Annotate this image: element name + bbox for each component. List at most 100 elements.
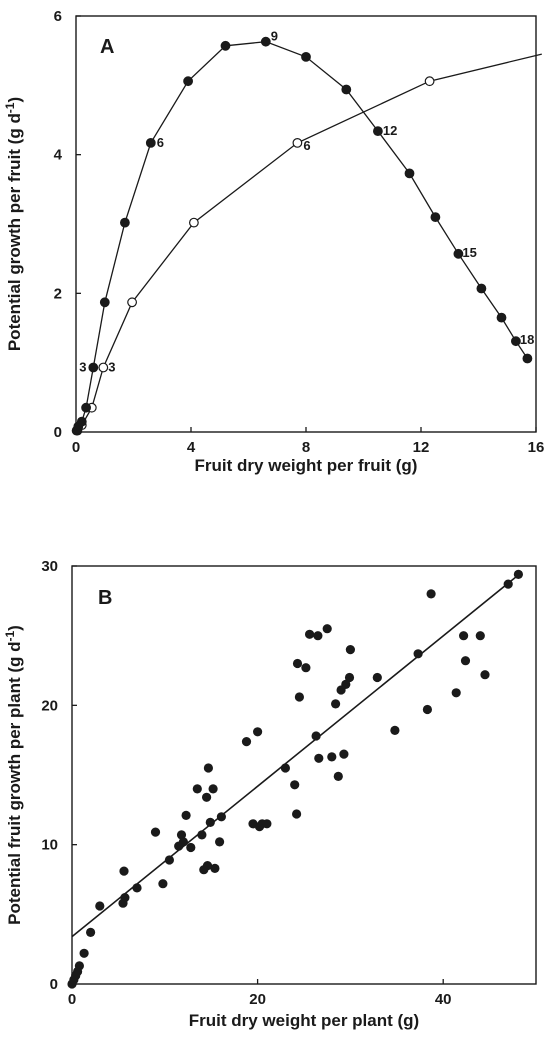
ticks-b: 0 20 40 0 10 20 30 (41, 558, 451, 1008)
y-label-text: Potential fruit growth per plant (g d (5, 642, 24, 925)
scatter-point-28 (210, 863, 220, 874)
y-label-close: ) (5, 625, 24, 631)
scatter-point-44 (311, 731, 321, 741)
scatter-point-30 (216, 812, 226, 822)
point-annotation-0: 9 (271, 29, 278, 44)
scatter-point-37 (280, 763, 290, 773)
x-tick-label-b-1: 20 (249, 991, 266, 1008)
x-tick-label-a-2: 8 (302, 439, 310, 456)
scatter-point-42 (301, 663, 311, 673)
x-tick-label-a-4: 16 (528, 439, 545, 456)
point-annotation-3: 6 (303, 138, 310, 153)
scatter-point-53 (341, 679, 351, 690)
y-tick-label-a-1: 2 (54, 285, 62, 302)
scatter-point-63 (460, 656, 471, 666)
filled-point-9 (220, 40, 231, 51)
scatter-point-16 (176, 830, 187, 840)
scatter-point-20 (192, 784, 202, 794)
scatter-point-11 (132, 883, 142, 893)
scatter-point-13 (158, 879, 168, 889)
filled-point-8 (183, 76, 194, 87)
point-annotation-7: 3 (108, 360, 115, 375)
scatter-point-33 (253, 727, 263, 737)
scatter-point-55 (345, 645, 355, 655)
x-tick-label-a-1: 4 (187, 439, 196, 456)
trend-line (71, 575, 518, 938)
point-annotation-6: 3 (79, 360, 86, 375)
y-label-close: ) (5, 97, 24, 103)
scatter-point-54 (344, 672, 355, 683)
filled-point-5 (99, 297, 110, 308)
point-annotation-5: 18 (520, 332, 534, 347)
y-label-superscript: -1 (3, 102, 17, 113)
series-line-filled (75, 41, 528, 431)
open-point-3 (98, 362, 109, 373)
y-tick-label-b-3: 30 (41, 558, 58, 575)
chart-panel-a: 0 4 8 12 16 0 2 4 6 9 6 12 6 15 18 3 3 A Fruit dry weig… (3, 8, 544, 475)
y-tick-label-b-2: 20 (41, 697, 58, 714)
scatter-point-14 (164, 855, 174, 865)
scatter-point-46 (314, 753, 324, 763)
scatter-point-38 (290, 780, 300, 790)
x-tick-label-b-0: 0 (68, 991, 76, 1008)
scatter-point-61 (451, 688, 461, 698)
scatter-point-21 (197, 830, 207, 840)
chart-panel-b: 0 20 40 0 10 20 30 B Fruit dry weight per plan… (3, 558, 537, 1030)
scatter-point-39 (292, 809, 302, 819)
filled-point-7 (145, 137, 156, 148)
y-tick-label-a-0: 0 (54, 424, 62, 441)
scatter-point-18 (181, 810, 191, 821)
x-axis-label-a: Fruit dry weight per fruit (g) (195, 456, 418, 475)
scatter-point-24 (202, 861, 213, 871)
open-point-4 (127, 297, 138, 308)
scatter-point-41 (294, 692, 304, 702)
y-label-text: Potential growth per fruit (g d (5, 113, 24, 351)
scatter-point-59 (422, 704, 432, 715)
x-tick-label-b-2: 40 (435, 991, 452, 1008)
point-annotation-4: 15 (462, 245, 476, 260)
scatter-point-52 (339, 749, 349, 759)
scatter-point-26 (205, 817, 215, 828)
series-line-open (76, 53, 542, 432)
scatter-point-66 (503, 579, 513, 589)
filled-point-15 (430, 212, 441, 223)
annotations-a: 9 6 12 6 15 18 3 3 (79, 29, 534, 375)
scatter-point-43 (305, 629, 315, 639)
scatter-point-6 (86, 927, 96, 938)
point-annotation-2: 12 (383, 123, 397, 138)
scatter-point-56 (372, 672, 382, 683)
panel-label-b: B (98, 587, 112, 609)
series-a (71, 36, 542, 436)
open-point-5 (188, 217, 199, 228)
scatter-point-4 (74, 961, 84, 971)
series-b (67, 569, 524, 989)
scatter-point-58 (413, 649, 423, 659)
open-point-7 (424, 76, 435, 87)
x-tick-label-a-3: 12 (413, 439, 430, 456)
scatter-point-23 (202, 792, 212, 802)
filled-point-14 (404, 168, 415, 179)
plot-frame-a (75, 15, 537, 433)
scatter-point-64 (475, 631, 485, 641)
ticks-a: 0 4 8 12 16 0 2 4 6 (54, 8, 545, 456)
y-tick-label-b-1: 10 (41, 837, 58, 854)
filled-point-2 (76, 416, 87, 427)
filled-point-10 (260, 36, 271, 47)
scatter-point-7 (95, 901, 105, 911)
scatter-point-19 (186, 842, 196, 853)
scatter-point-40 (292, 658, 303, 669)
filled-point-20 (522, 353, 533, 364)
scatter-point-12 (150, 827, 161, 837)
filled-point-13 (373, 126, 383, 137)
scatter-point-31 (241, 737, 252, 747)
y-tick-label-a-3: 6 (54, 8, 62, 25)
scatter-point-9 (120, 893, 130, 903)
filled-point-3 (81, 402, 91, 413)
scatter-point-36 (262, 819, 272, 829)
scatter-point-10 (119, 866, 129, 876)
filled-point-16 (453, 248, 464, 259)
scatter-point-57 (390, 725, 400, 736)
scatter-point-25 (203, 763, 213, 773)
panel-label-a: A (100, 36, 114, 58)
y-tick-label-b-0: 0 (50, 976, 58, 993)
